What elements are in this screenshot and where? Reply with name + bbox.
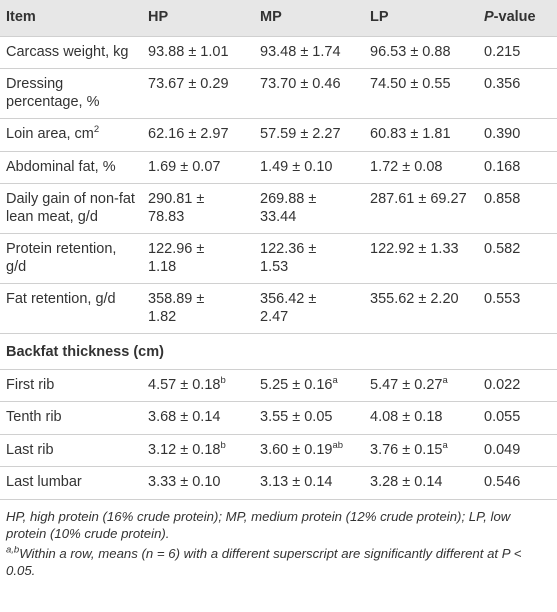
cell: 287.61 ± 69.27: [364, 183, 478, 234]
cell: 0.582: [478, 233, 557, 284]
header-cell: LP: [364, 0, 478, 37]
cell-sup: a: [442, 439, 448, 451]
cell: 62.16 ± 2.97: [142, 118, 254, 152]
footnote: a,bWithin a row, means (n = 6) with a di…: [6, 545, 551, 579]
cell: Last rib: [0, 434, 142, 467]
table-row: Abdominal fat, % 1.69 ± 0.07 1.49 ± 0.10 1.…: [0, 151, 557, 184]
table-row: Tenth rib 3.68 ± 0.14 3.55 ± 0.05 4.08 ± 0.…: [0, 401, 557, 435]
cell-text: 3.60 ± 0.19: [260, 441, 333, 458]
cell: First rib: [0, 369, 142, 402]
cell: 0.858: [478, 183, 557, 234]
cell-sup: 2: [93, 124, 100, 136]
cell: 0.356: [478, 68, 557, 119]
footnote: HP, high protein (16% crude protein); MP…: [6, 508, 511, 541]
cell: 5.47 ± 0.27a: [364, 369, 478, 402]
cell-text: Loin area, cm: [6, 126, 94, 142]
cell: 290.81 ± 78.83: [142, 183, 254, 234]
cell: 73.70 ± 0.46: [254, 68, 364, 119]
cell: Loin area, cm2: [0, 118, 142, 152]
cell: 0.553: [478, 283, 557, 334]
cell: 93.48 ± 1.74: [254, 36, 364, 69]
table-row: Loin area, cm2 62.16 ± 2.97 57.59 ± 2.27 60…: [0, 118, 557, 152]
section-cell: Backfat thickness (cm): [0, 333, 557, 370]
cell: 0.215: [478, 36, 557, 69]
cell: 0.022: [478, 369, 557, 402]
cell: 0.049: [478, 434, 557, 467]
cell-text: 3.12 ± 0.18: [148, 441, 221, 458]
cell: 73.67 ± 0.29: [142, 68, 254, 119]
cell: 0.055: [478, 401, 557, 435]
cell: 3.55 ± 0.05: [254, 401, 364, 435]
cell: 0.546: [478, 466, 557, 500]
cell: Last lumbar: [0, 466, 142, 500]
cell-sup: ab: [332, 439, 344, 451]
cell: Protein retention, g/d: [0, 233, 142, 284]
table-row: Protein retention, g/d 122.96 ± 1.18 122.3…: [0, 233, 557, 284]
header-text: -value: [493, 9, 536, 25]
footnote-sup: a,b: [6, 544, 20, 556]
cell: Tenth rib: [0, 401, 142, 435]
table-body: Carcass weight, kg 93.88 ± 1.01 93.48 ± 1.…: [0, 36, 557, 500]
table-row: Dressing percentage, % 73.67 ± 0.29 73.70 …: [0, 68, 557, 119]
cell: 60.83 ± 1.81: [364, 118, 478, 152]
table-row: Last lumbar 3.33 ± 0.10 3.13 ± 0.14 3.28 ± …: [0, 466, 557, 500]
cell-sup: b: [220, 374, 226, 386]
cell: 4.57 ± 0.18b: [142, 369, 254, 402]
data-table: Item HP MP LP P-value Carcass weight, kg…: [0, 0, 557, 500]
header-italic: P: [484, 9, 494, 25]
cell: 355.62 ± 2.20: [364, 283, 478, 334]
table-row: Last rib 3.12 ± 0.18b 3.60 ± 0.19ab 3.76 ± …: [0, 434, 557, 467]
header-cell: MP: [254, 0, 364, 37]
cell: 96.53 ± 0.88: [364, 36, 478, 69]
table-row: Fat retention, g/d 358.89 ± 1.82 356.42 ± …: [0, 283, 557, 334]
cell: 93.88 ± 1.01: [142, 36, 254, 69]
cell: Dressing percentage, %: [0, 68, 142, 119]
cell-text: 5.25 ± 0.16: [260, 376, 333, 393]
cell: 5.25 ± 0.16a: [254, 369, 364, 402]
cell: Abdominal fat, %: [0, 151, 142, 184]
header-row: Item HP MP LP P-value: [0, 0, 557, 37]
cell: 3.33 ± 0.10: [142, 466, 254, 500]
cell-text: 4.57 ± 0.18: [148, 376, 221, 393]
table-row: Daily gain of non-fat lean meat, g/d 290.…: [0, 183, 557, 234]
cell: 356.42 ± 2.47: [254, 283, 364, 334]
header-cell: HP: [142, 0, 254, 37]
footnotes: HP, high protein (16% crude protein); MP…: [0, 500, 557, 579]
table-row: Backfat thickness (cm): [0, 333, 557, 370]
cell: 3.76 ± 0.15a: [364, 434, 478, 467]
cell-sup: a: [332, 374, 338, 386]
cell: 358.89 ± 1.82: [142, 283, 254, 334]
header-cell: P-value: [478, 0, 557, 37]
cell-sup: b: [220, 439, 226, 451]
cell: 1.72 ± 0.08: [364, 151, 478, 184]
cell: 3.68 ± 0.14: [142, 401, 254, 435]
footnote-text: Within a row, means (n = 6) with a diffe…: [6, 545, 522, 578]
header-cell: Item: [0, 0, 142, 37]
cell: Carcass weight, kg: [0, 36, 142, 69]
table-row: First rib 4.57 ± 0.18b 5.25 ± 0.16a 5.47 ± …: [0, 369, 557, 402]
cell: 122.92 ± 1.33: [364, 233, 478, 284]
cell-text: 3.76 ± 0.15: [370, 441, 443, 458]
cell: 57.59 ± 2.27: [254, 118, 364, 152]
cell: 122.96 ± 1.18: [142, 233, 254, 284]
cell: 1.49 ± 0.10: [254, 151, 364, 184]
cell: Daily gain of non-fat lean meat, g/d: [0, 183, 142, 234]
cell-text: 5.47 ± 0.27: [370, 376, 443, 393]
cell: 122.36 ± 1.53: [254, 233, 364, 284]
cell: 3.13 ± 0.14: [254, 466, 364, 500]
cell: 1.69 ± 0.07: [142, 151, 254, 184]
cell: 3.12 ± 0.18b: [142, 434, 254, 467]
cell: 0.168: [478, 151, 557, 184]
cell: 4.08 ± 0.18: [364, 401, 478, 435]
cell: 3.28 ± 0.14: [364, 466, 478, 500]
cell: 0.390: [478, 118, 557, 152]
cell: 269.88 ± 33.44: [254, 183, 364, 234]
cell-sup: a: [442, 374, 448, 386]
cell: 74.50 ± 0.55: [364, 68, 478, 119]
cell: 3.60 ± 0.19ab: [254, 434, 364, 467]
table-row: Carcass weight, kg 93.88 ± 1.01 93.48 ± 1.…: [0, 36, 557, 69]
cell: Fat retention, g/d: [0, 283, 142, 334]
